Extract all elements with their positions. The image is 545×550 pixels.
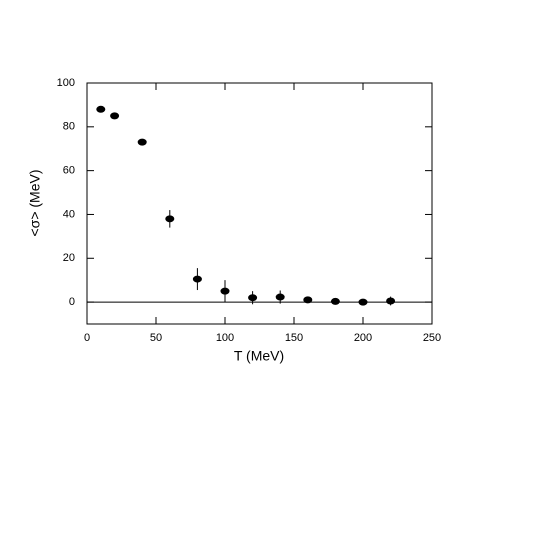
point	[275, 293, 285, 301]
y-tick-label: 100	[57, 77, 75, 89]
point	[386, 297, 396, 305]
point	[220, 287, 230, 295]
point	[303, 296, 313, 304]
point	[192, 275, 202, 283]
y-axis-label: <σ> (MeV)	[27, 170, 43, 237]
x-tick-label: 250	[423, 332, 441, 344]
x-tick-label: 0	[84, 332, 90, 344]
x-axis-label: T (MeV)	[234, 348, 284, 364]
point	[358, 298, 368, 306]
x-tick-label: 100	[216, 332, 234, 344]
point	[248, 294, 258, 302]
plot-frame	[86, 82, 433, 325]
y-tick-label: 20	[63, 252, 75, 264]
x-tick-label: 200	[354, 332, 372, 344]
point	[110, 112, 120, 120]
x-tick-label: 150	[285, 332, 303, 344]
x-tick-label: 50	[150, 332, 162, 344]
point	[330, 297, 340, 305]
y-tick-label: 0	[69, 296, 75, 308]
y-tick-label: 60	[63, 165, 75, 177]
point	[96, 105, 106, 113]
point	[165, 215, 175, 223]
y-tick-label: 40	[63, 208, 75, 220]
y-tick-label: 80	[63, 121, 75, 133]
point	[137, 138, 147, 146]
